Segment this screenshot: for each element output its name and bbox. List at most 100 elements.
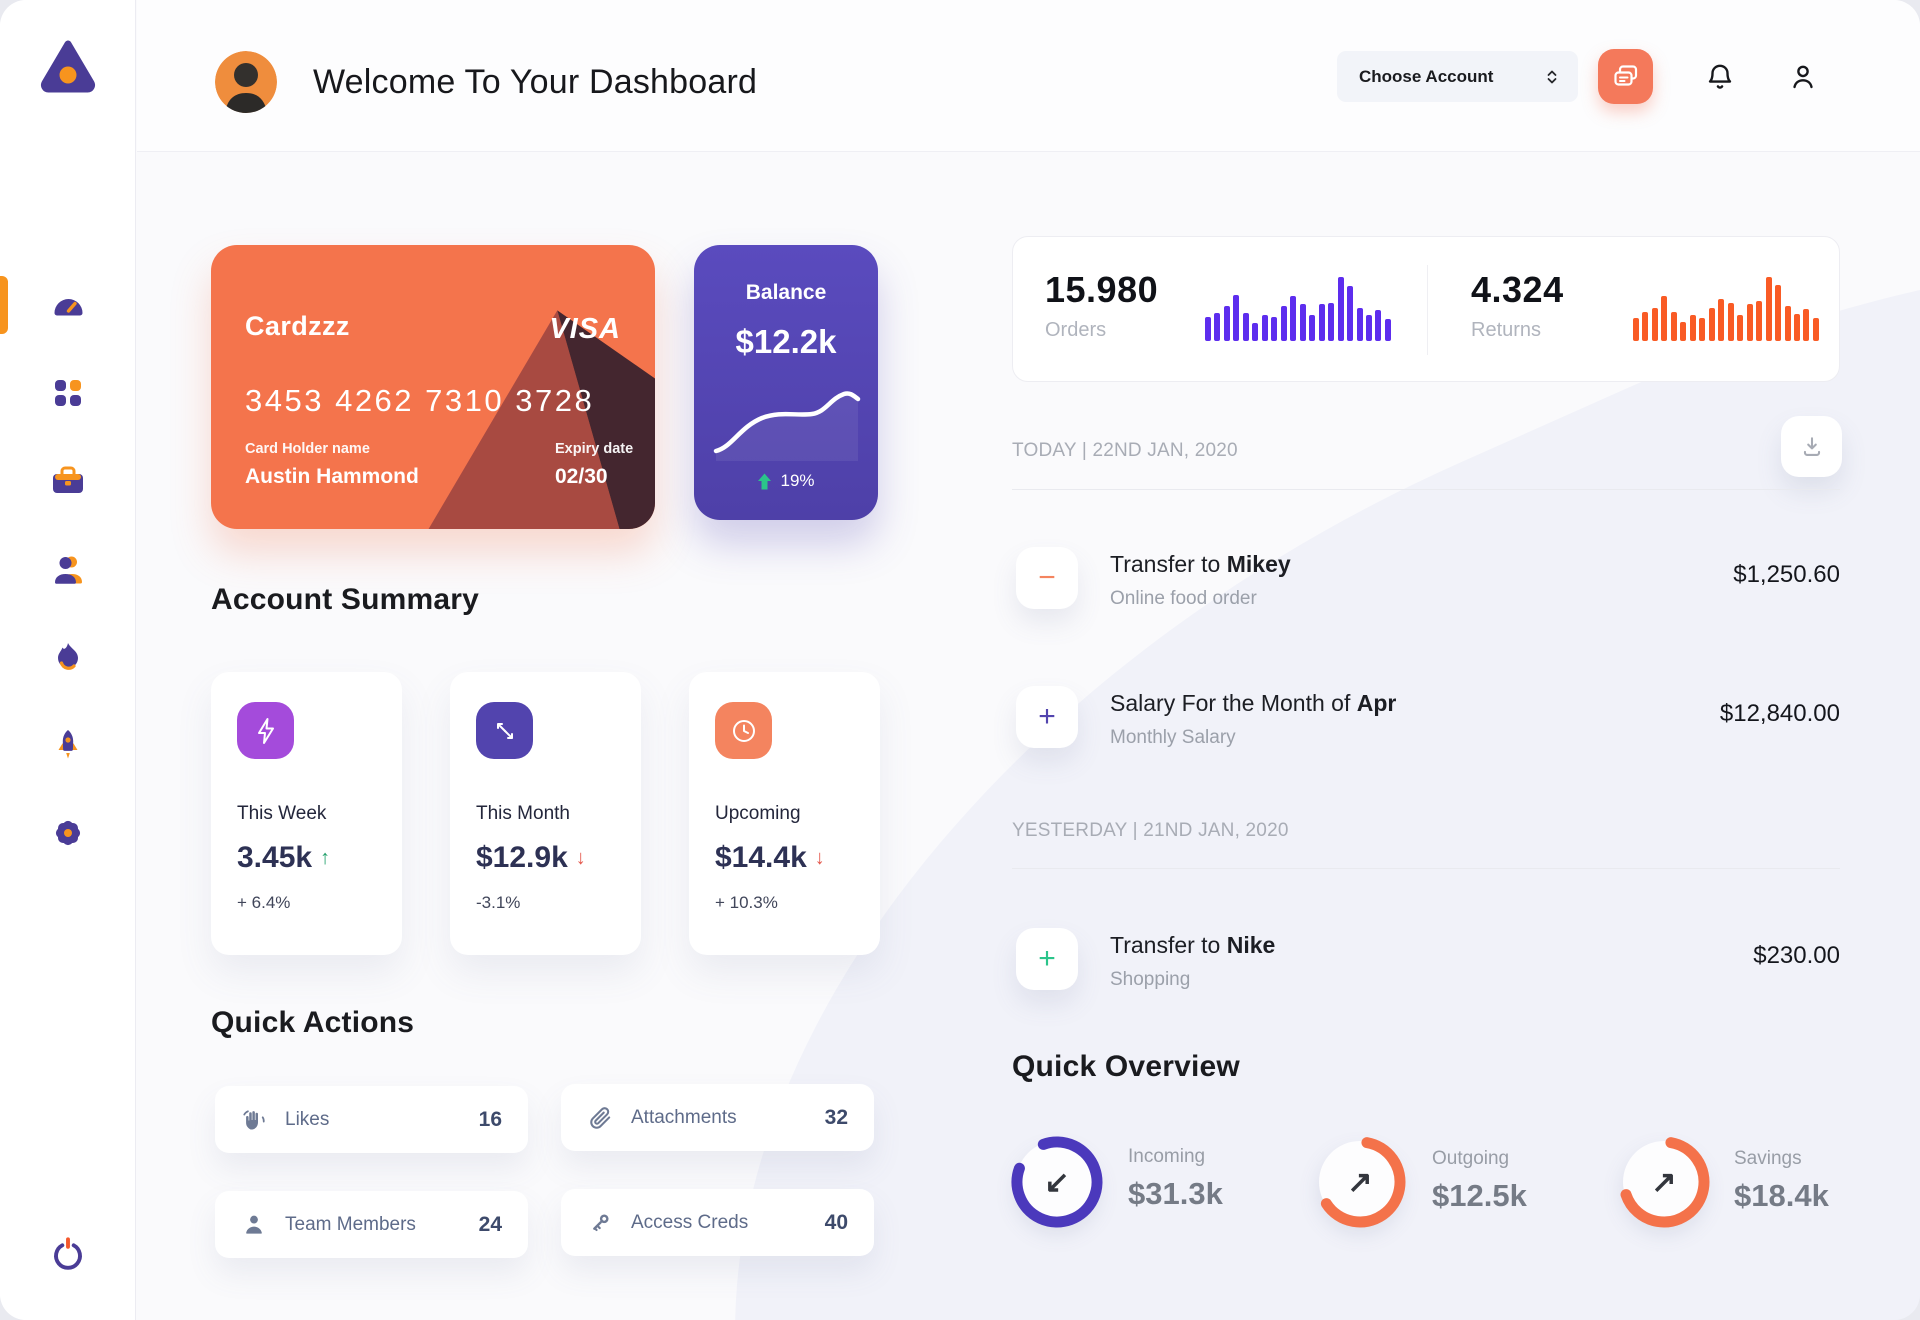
quick-action-label: Team Members (285, 1213, 416, 1235)
profile-button[interactable] (1788, 62, 1818, 92)
sidebar-item-apps[interactable] (0, 376, 136, 410)
quick-action-label: Likes (285, 1108, 330, 1130)
outgoing-gauge: ↗ (1310, 1132, 1410, 1232)
account-select[interactable]: Choose Account (1337, 51, 1578, 102)
incoming-gauge: ↙ (1007, 1132, 1107, 1232)
sidebar-item-dashboard[interactable] (0, 276, 136, 334)
quick-action-team-members[interactable]: Team Members 24 (215, 1191, 528, 1258)
quick-action-label: Attachments (631, 1106, 737, 1128)
quick-action-access-creds[interactable]: Access Creds 40 (561, 1189, 874, 1256)
transaction-subtitle: Shopping (1110, 969, 1191, 990)
divider (1012, 489, 1840, 490)
sidebar (0, 0, 136, 1320)
transaction-title: Transfer to Nike (1110, 932, 1276, 958)
sidebar-item-settings[interactable] (0, 816, 136, 850)
page-title: Welcome To Your Dashboard (313, 63, 758, 101)
sidebar-item-activity[interactable] (0, 640, 136, 674)
returns-value: 4.324 (1471, 269, 1564, 310)
header: Welcome To Your Dashboard Choose Account (137, 0, 1920, 152)
balance-change: 19% (694, 471, 878, 491)
up-right-arrow-icon: ↗ (1347, 1165, 1373, 1199)
card-expiry-label: Expiry date (555, 441, 634, 457)
up-arrow-icon (758, 473, 772, 489)
trend-arrow-icon: ↑ (320, 846, 331, 869)
overview-label: Incoming (1128, 1146, 1206, 1167)
overview-value: $31.3k (1128, 1176, 1223, 1211)
up-right-arrow-icon: ↗ (1651, 1165, 1677, 1199)
trend-arrow-icon: ↓ (814, 846, 825, 869)
balance-label: Balance (745, 281, 827, 304)
clap-icon (243, 1109, 265, 1130)
briefcase-icon (53, 466, 83, 493)
date-group-label: YESTERDAY | 21ND JAN, 2020 (1012, 820, 1289, 841)
quick-action-count: 40 (824, 1210, 848, 1234)
savings-gauge: ↗ (1614, 1132, 1714, 1232)
transaction-title: Salary For the Month of Apr (1110, 690, 1397, 716)
date-group-label: TODAY | 22ND JAN, 2020 (1012, 440, 1238, 461)
transaction-sign-plus: + (1016, 928, 1078, 990)
quick-action-label: Access Creds (631, 1211, 749, 1233)
summary-change: + 10.3% (715, 893, 778, 912)
visa-logo: VISA (549, 313, 621, 345)
trend-arrows-icon (476, 702, 533, 759)
summary-value: $14.4k (715, 841, 807, 874)
quick-action-count: 16 (478, 1107, 502, 1131)
summary-change: + 6.4% (237, 893, 291, 912)
lightning-icon (237, 702, 294, 759)
quick-action-attachments[interactable]: Attachments 32 (561, 1084, 874, 1151)
power-icon (54, 1237, 82, 1270)
card-number: 3453 4262 7310 3728 (245, 383, 595, 418)
summary-card-this-month[interactable]: This Month $12.9k ↓ -3.1% (450, 672, 641, 955)
overview-value: $18.4k (1734, 1178, 1829, 1213)
summary-value: $12.9k (476, 841, 568, 874)
quick-actions-title: Quick Actions (211, 1006, 415, 1039)
rocket-icon (58, 730, 78, 759)
overview-label: Outgoing (1432, 1148, 1510, 1169)
chat-bubbles-icon (1613, 64, 1637, 86)
app-logo-icon[interactable] (36, 34, 100, 98)
flame-icon (58, 643, 78, 670)
credit-card[interactable]: Cardzzz VISA 3453 4262 7310 3728 Card Ho… (211, 245, 655, 529)
card-holder-name: Austin Hammond (245, 465, 419, 488)
summary-change: -3.1% (476, 893, 521, 912)
transaction-subtitle: Monthly Salary (1110, 727, 1236, 748)
divider (1012, 868, 1840, 869)
quick-action-likes[interactable]: Likes 16 (215, 1086, 528, 1153)
sidebar-nav (0, 276, 136, 850)
plus-icon: + (1038, 942, 1056, 975)
divider (1427, 265, 1428, 355)
quick-action-count: 24 (478, 1212, 502, 1236)
clock-icon (715, 702, 772, 759)
sidebar-item-team[interactable] (0, 552, 136, 586)
summary-value: 3.45k (237, 841, 313, 874)
gear-icon (55, 820, 81, 846)
balance-card[interactable]: Balance $12.2k 19% (694, 245, 878, 520)
account-summary-title: Account Summary (211, 583, 480, 616)
bell-icon (1708, 64, 1732, 89)
active-indicator (0, 276, 8, 334)
card-name: Cardzzz (245, 311, 350, 341)
down-left-arrow-icon: ↙ (1044, 1165, 1070, 1199)
sidebar-item-launch[interactable] (0, 728, 136, 762)
sidebar-item-projects[interactable] (0, 464, 136, 498)
summary-card-upcoming[interactable]: Upcoming $14.4k ↓ + 10.3% (689, 672, 880, 955)
plus-icon: + (1038, 700, 1056, 733)
account-select-label: Choose Account (1359, 66, 1494, 86)
transaction-sign-plus: + (1016, 686, 1078, 748)
download-button[interactable] (1781, 416, 1842, 477)
logout-button[interactable] (50, 1236, 86, 1272)
member-icon (246, 1215, 262, 1234)
team-icon (55, 556, 82, 584)
notifications-button[interactable] (1705, 62, 1735, 92)
paperclip-icon (590, 1106, 611, 1129)
summary-card-this-week[interactable]: This Week 3.45k ↑ + 6.4% (211, 672, 402, 955)
balance-value: $12.2k (735, 323, 837, 360)
orders-label: Orders (1045, 319, 1107, 341)
trend-arrow-icon: ↓ (575, 846, 586, 869)
transaction-title: Transfer to Mikey (1110, 551, 1291, 577)
transaction-subtitle: Online food order (1110, 588, 1257, 609)
messages-button[interactable] (1598, 49, 1653, 104)
user-avatar[interactable] (215, 51, 277, 113)
dashboard-icon (54, 299, 82, 316)
